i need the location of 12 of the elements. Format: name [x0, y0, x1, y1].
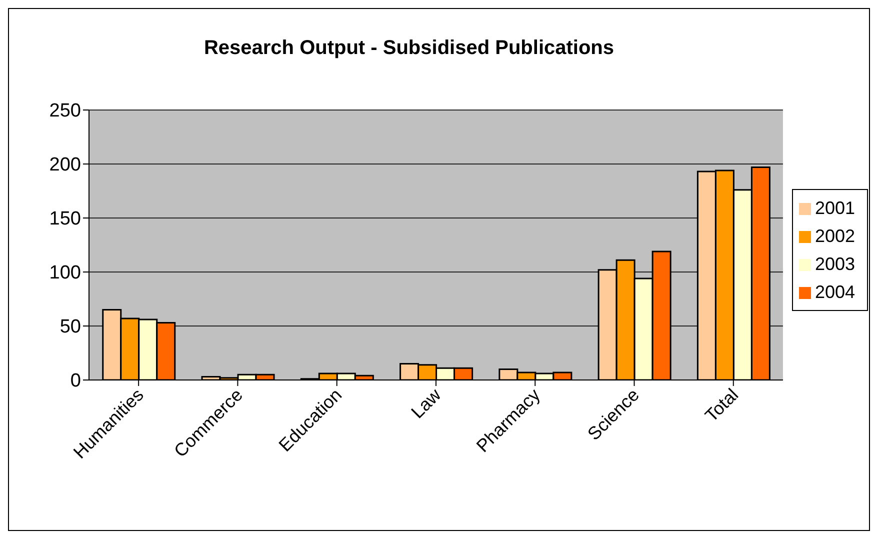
- y-tick-label: 250: [49, 100, 81, 122]
- legend-label: 2002: [814, 226, 855, 246]
- chart-title: Research Output - Subsidised Publications: [202, 37, 616, 60]
- y-tick-label: 200: [49, 154, 81, 176]
- legend-label: 2001: [814, 198, 855, 218]
- legend-label: 2003: [814, 254, 855, 274]
- y-tick-label: 100: [49, 262, 81, 284]
- y-tick-label: 0: [70, 370, 81, 392]
- y-tick-label: 50: [60, 316, 81, 338]
- y-tick-label: 150: [49, 208, 81, 230]
- x-tick-label: Law: [407, 384, 446, 422]
- legend-label: 2004: [814, 282, 855, 302]
